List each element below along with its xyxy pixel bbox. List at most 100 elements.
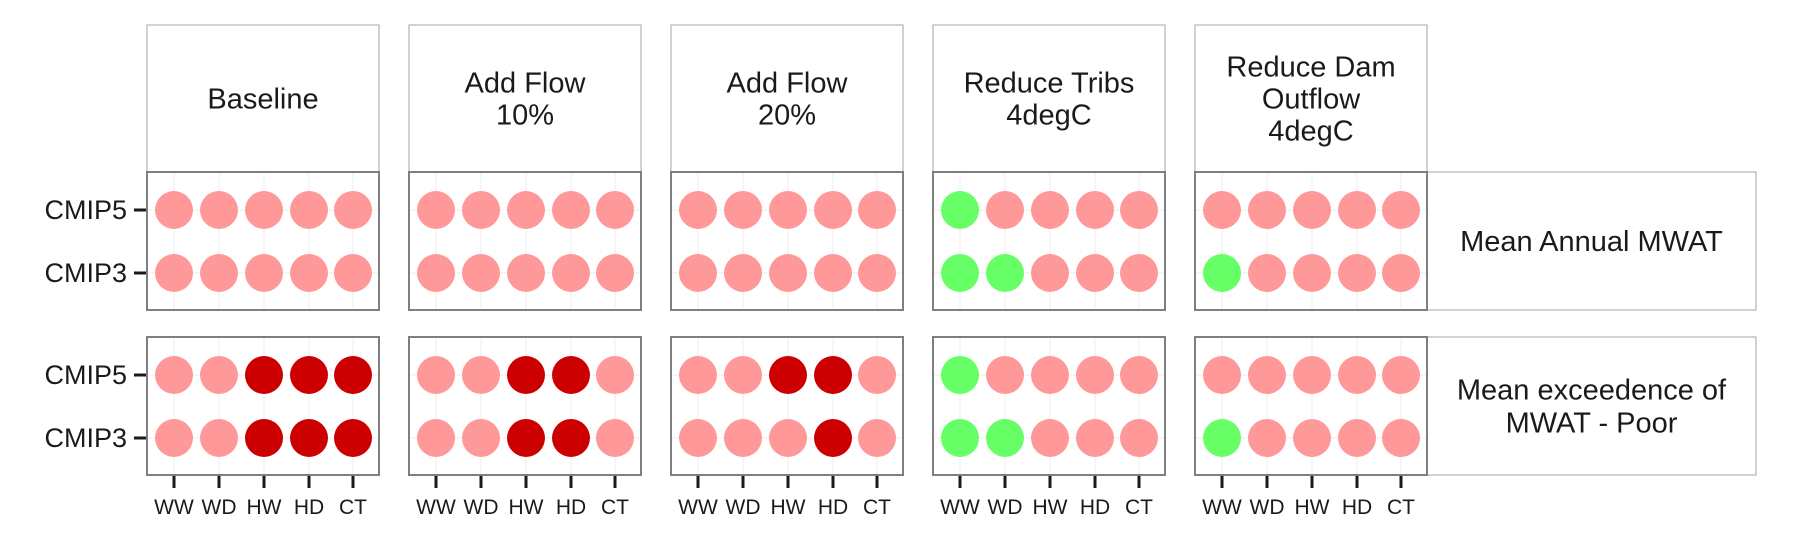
panel-0-2: [670, 171, 904, 311]
x-tick-label: HD: [818, 496, 848, 519]
panel-1-4: [1194, 336, 1428, 476]
point-CMIP5-HW: [245, 356, 283, 394]
y-tick-label: CMIP3: [44, 258, 127, 288]
point-CMIP3-HD: [1076, 254, 1114, 292]
y-tick-label: CMIP5: [44, 195, 127, 225]
column-strip-label: Add Flow: [465, 68, 587, 100]
point-CMIP3-CT: [1120, 419, 1158, 457]
column-strip-label: Add Flow: [727, 68, 849, 100]
point-CMIP3-HW: [769, 254, 807, 292]
x-tick-label: WD: [1250, 496, 1285, 519]
x-tick-label: WW: [416, 496, 456, 519]
x-tick-label: WW: [1202, 496, 1242, 519]
point-CMIP3-WW: [679, 419, 717, 457]
panel-1-0: [146, 336, 380, 476]
point-CMIP3-WD: [462, 419, 500, 457]
point-CMIP3-CT: [334, 419, 372, 457]
point-CMIP3-WD: [1248, 419, 1286, 457]
point-CMIP5-HW: [245, 191, 283, 229]
point-CMIP5-WD: [200, 191, 238, 229]
point-CMIP3-WD: [986, 254, 1024, 292]
x-tick-label: HD: [294, 496, 324, 519]
panel-1-3: [932, 336, 1166, 476]
point-CMIP5-WW: [1203, 356, 1241, 394]
point-CMIP3-HD: [552, 254, 590, 292]
point-CMIP3-HW: [507, 419, 545, 457]
point-CMIP5-HD: [1338, 356, 1376, 394]
point-CMIP5-CT: [334, 191, 372, 229]
point-CMIP3-WD: [1248, 254, 1286, 292]
y-tick-label: CMIP5: [44, 360, 127, 390]
x-tick-label: WD: [464, 496, 499, 519]
point-CMIP5-HD: [552, 356, 590, 394]
point-CMIP3-HW: [1293, 419, 1331, 457]
point-CMIP3-WW: [1203, 254, 1241, 292]
point-CMIP3-HD: [814, 419, 852, 457]
point-CMIP5-HW: [1293, 191, 1331, 229]
x-tick-label: WW: [154, 496, 194, 519]
point-CMIP3-WD: [724, 254, 762, 292]
point-CMIP3-WD: [200, 254, 238, 292]
point-CMIP3-HD: [290, 254, 328, 292]
x-tick-label: HD: [556, 496, 586, 519]
column-strip-label: Reduce Tribs: [964, 68, 1135, 100]
point-CMIP5-WW: [155, 356, 193, 394]
point-CMIP5-WW: [1203, 191, 1241, 229]
point-CMIP3-HD: [1076, 419, 1114, 457]
point-CMIP5-WW: [679, 191, 717, 229]
panel-1-2: [670, 336, 904, 476]
x-tick-label: HW: [509, 496, 544, 519]
point-CMIP3-HW: [1031, 419, 1069, 457]
point-CMIP5-WD: [986, 356, 1024, 394]
point-CMIP5-WD: [724, 356, 762, 394]
point-CMIP5-CT: [334, 356, 372, 394]
row-strip-0: Mean Annual MWAT: [1426, 171, 1757, 311]
point-CMIP5-HD: [1076, 191, 1114, 229]
x-tick-label: HW: [1033, 496, 1068, 519]
y-tick-label: CMIP3: [44, 423, 127, 453]
point-CMIP3-CT: [596, 254, 634, 292]
panel-1-1: [408, 336, 642, 476]
point-CMIP3-HD: [1338, 254, 1376, 292]
column-strip-label: Baseline: [207, 84, 318, 116]
point-CMIP3-WW: [155, 254, 193, 292]
point-CMIP5-WW: [941, 356, 979, 394]
x-tick-label: WD: [726, 496, 761, 519]
point-CMIP5-HD: [1076, 356, 1114, 394]
point-CMIP3-WW: [941, 254, 979, 292]
column-strip-label: 4degC: [1006, 100, 1091, 132]
x-tick-label: WW: [678, 496, 718, 519]
point-CMIP5-WW: [679, 356, 717, 394]
point-CMIP5-HD: [814, 191, 852, 229]
point-CMIP5-HD: [814, 356, 852, 394]
point-CMIP5-WD: [462, 356, 500, 394]
point-CMIP5-HW: [769, 191, 807, 229]
column-strip-label: Reduce Dam: [1226, 52, 1395, 84]
point-CMIP3-WD: [724, 419, 762, 457]
point-CMIP3-WD: [200, 419, 238, 457]
column-strip-0: Baseline: [146, 24, 380, 173]
point-CMIP3-HW: [507, 254, 545, 292]
point-CMIP5-WD: [200, 356, 238, 394]
point-CMIP3-WW: [417, 419, 455, 457]
point-CMIP5-WD: [462, 191, 500, 229]
x-tick-label: WD: [988, 496, 1023, 519]
row-strip-label: Mean Annual MWAT: [1460, 226, 1723, 258]
point-CMIP5-WD: [986, 191, 1024, 229]
column-strip-label: 20%: [758, 100, 816, 132]
column-strip-label: Outflow: [1262, 84, 1361, 116]
point-CMIP3-WD: [986, 419, 1024, 457]
point-CMIP3-CT: [858, 254, 896, 292]
x-tick-label: HD: [1342, 496, 1372, 519]
point-CMIP5-HD: [1338, 191, 1376, 229]
point-CMIP5-HW: [769, 356, 807, 394]
point-CMIP5-WD: [1248, 356, 1286, 394]
point-CMIP5-CT: [596, 356, 634, 394]
x-tick-label: WW: [940, 496, 980, 519]
point-CMIP3-HW: [769, 419, 807, 457]
point-CMIP3-CT: [1382, 254, 1420, 292]
x-tick-label: CT: [339, 496, 367, 519]
x-tick-label: HW: [1295, 496, 1330, 519]
